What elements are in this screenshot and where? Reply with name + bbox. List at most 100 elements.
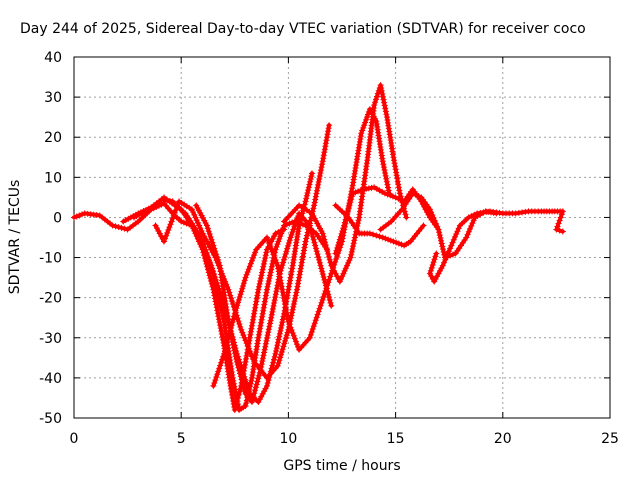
data-point (252, 384, 259, 391)
data-point (291, 335, 298, 342)
data-point (240, 332, 247, 339)
data-point (486, 208, 493, 215)
tick-labels: 0 5 10 15 20 25 -50 -40 -30 -20 -10 0 10 20 30 40 (39, 50, 619, 447)
data-point (282, 301, 289, 307)
data-point (385, 236, 392, 243)
data-point (278, 230, 285, 237)
data-point (275, 336, 282, 343)
data-point (323, 245, 330, 252)
data-point (264, 379, 271, 386)
data-point (122, 217, 129, 224)
data-point (112, 223, 119, 230)
data-point (173, 204, 180, 211)
data-point (273, 347, 280, 354)
data-point (289, 329, 296, 336)
data-point (377, 82, 384, 89)
data-point (310, 212, 317, 219)
data-point (248, 377, 255, 384)
data-point (385, 187, 392, 194)
data-point (308, 228, 315, 235)
data-point (307, 175, 314, 182)
data-point (258, 363, 265, 370)
y-tick-label: 40 (44, 50, 62, 66)
data-point (267, 317, 274, 324)
data-point (301, 244, 308, 251)
data-point (383, 111, 390, 118)
data-point (202, 249, 209, 256)
data-point (249, 396, 256, 403)
data-point (245, 345, 252, 352)
data-point (206, 231, 213, 238)
data-point (276, 235, 283, 242)
data-point (277, 354, 284, 361)
data-point (312, 193, 319, 200)
data-point (320, 152, 327, 159)
data-point (365, 185, 372, 192)
data-point (382, 172, 389, 179)
data-point (215, 368, 222, 375)
y-tick-label: -50 (39, 411, 62, 427)
data-point (398, 197, 405, 204)
data-point (316, 172, 323, 179)
data-point (240, 280, 247, 287)
data-point (229, 374, 236, 381)
data-point (276, 333, 283, 340)
data-point (322, 140, 329, 147)
data-point (431, 217, 438, 224)
data-point (312, 317, 319, 324)
data-point (258, 393, 265, 400)
data-point (325, 128, 332, 135)
data-point (248, 353, 255, 360)
data-point (260, 307, 267, 314)
data-point (340, 270, 347, 277)
axis-ticks (73, 56, 611, 419)
data-point (203, 222, 210, 229)
data-point (165, 227, 172, 234)
data-point (257, 275, 264, 282)
x-tick-label: 25 (601, 431, 619, 447)
data-point (439, 262, 446, 269)
data-point (256, 280, 263, 287)
data-point (345, 204, 352, 211)
data-point (315, 222, 322, 229)
data-point (199, 230, 206, 237)
data-point (490, 208, 497, 215)
data-point (464, 231, 471, 238)
data-point (210, 268, 217, 275)
data-point (346, 257, 353, 264)
data-point (240, 385, 247, 392)
data-point (316, 175, 323, 182)
data-point (219, 356, 226, 363)
data-point (321, 146, 328, 153)
data-point (287, 277, 294, 284)
data-point (468, 223, 475, 230)
data-point (250, 356, 257, 363)
y-tick-label: -10 (39, 251, 62, 267)
data-point (262, 292, 269, 299)
data-point (463, 234, 470, 241)
data-point (197, 225, 204, 232)
data-point (231, 386, 238, 393)
data-point (235, 296, 242, 303)
data-point (274, 262, 281, 269)
data-point (118, 224, 125, 231)
data-point (439, 246, 446, 253)
data-point (295, 277, 302, 284)
data-point (257, 278, 264, 285)
data-point (363, 185, 370, 192)
data-point (288, 327, 295, 334)
data-point (471, 211, 478, 218)
data-point (412, 191, 419, 198)
data-point (212, 276, 219, 283)
data-point (270, 251, 277, 258)
data-point (227, 325, 234, 332)
data-point (267, 269, 274, 276)
data-point (381, 99, 388, 106)
data-point (380, 164, 387, 171)
data-point (345, 207, 352, 214)
data-point (245, 266, 252, 273)
data-point (556, 217, 563, 224)
data-point (138, 210, 145, 217)
data-point (316, 305, 323, 312)
data-point (282, 335, 289, 342)
